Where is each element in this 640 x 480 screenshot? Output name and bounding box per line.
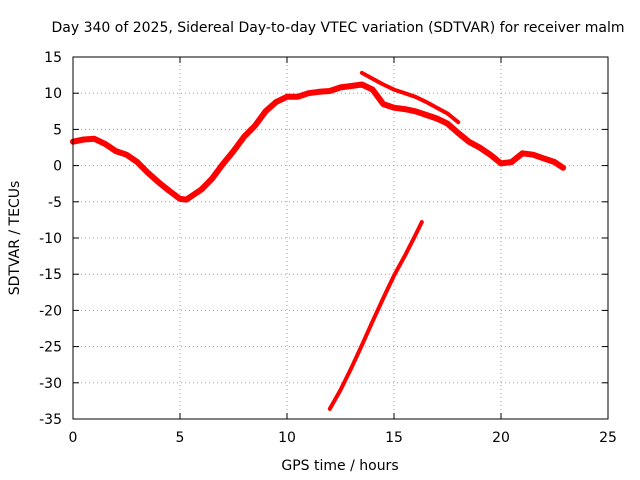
series-layer (70, 70, 567, 411)
x-axis-label: GPS time / hours (281, 458, 398, 474)
series-main-band (70, 81, 567, 203)
plot-frame (72, 56, 609, 420)
y-tick-label: 0 (53, 159, 62, 175)
y-tick-label: 5 (53, 122, 62, 138)
y-axis-label: SDTVAR / TECUs (7, 181, 23, 296)
y-tick-label: 10 (44, 86, 62, 102)
y-tick-label: -15 (39, 267, 62, 283)
y-tick-label: -10 (39, 231, 62, 247)
x-tick-label: 5 (176, 430, 185, 446)
grid-layer (73, 57, 608, 419)
tick-layer: 0 5 10 15 20 25 15 10 5 0 -5 -10 -15 -20 -25 -30 -35 (39, 50, 617, 446)
x-tick-label: 0 (69, 430, 78, 446)
y-tick-label: -20 (39, 303, 62, 319)
x-tick-label: 20 (492, 430, 510, 446)
y-tick-label: -25 (39, 340, 62, 356)
series-lower-branch (327, 220, 424, 411)
x-tick-label: 25 (599, 430, 617, 446)
y-tick-label: -30 (39, 376, 62, 392)
y-tick-label: -35 (39, 412, 62, 428)
x-tick-label: 10 (278, 430, 296, 446)
chart-title: Day 340 of 2025, Sidereal Day-to-day VTE… (52, 20, 625, 36)
x-tick-label: 15 (385, 430, 403, 446)
y-tick-label: 15 (44, 50, 62, 66)
series-upper-branch (359, 70, 461, 125)
y-tick-label: -5 (48, 195, 62, 211)
